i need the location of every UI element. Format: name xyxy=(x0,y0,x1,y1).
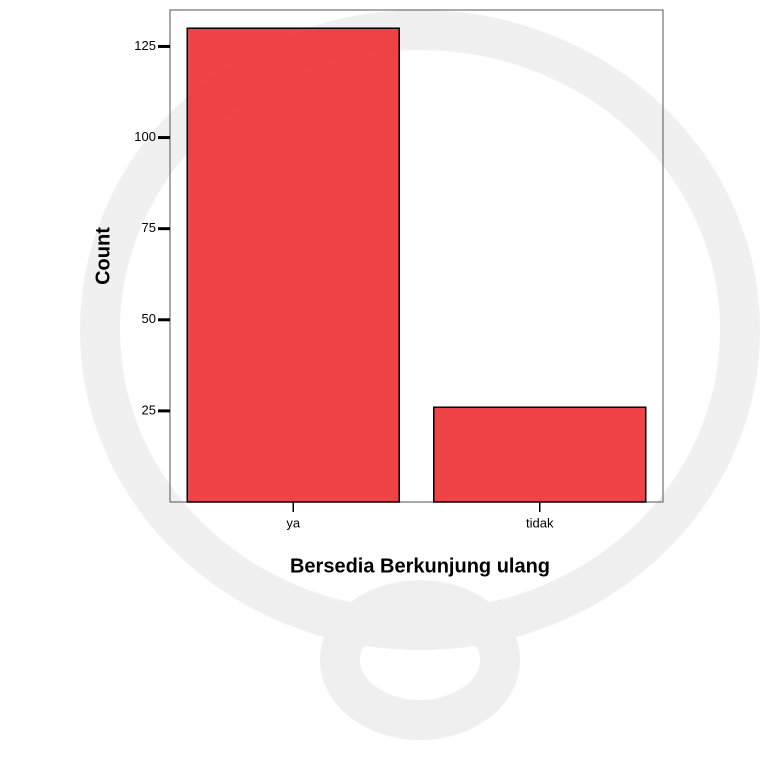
y-tick-label: 50 xyxy=(142,311,156,326)
bar xyxy=(186,27,400,503)
y-tick-label: 125 xyxy=(134,38,156,53)
y-tick-label: 25 xyxy=(142,402,156,417)
watermark xyxy=(80,10,760,740)
y-tick-label: 100 xyxy=(134,129,156,144)
x-tick-label: tidak xyxy=(526,515,554,530)
x-tick-label: ya xyxy=(286,515,301,530)
y-axis-label: Count xyxy=(92,227,114,285)
x-axis-label: Bersedia Berkunjung ulang xyxy=(290,555,550,577)
plot-frame xyxy=(169,9,664,503)
bar xyxy=(433,406,647,503)
y-tick-label: 75 xyxy=(142,220,156,235)
